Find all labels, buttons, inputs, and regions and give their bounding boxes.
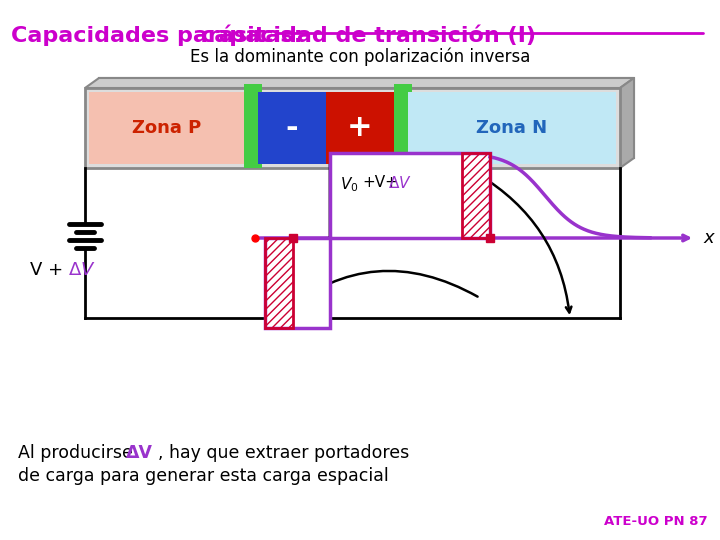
Text: $\Delta V$: $\Delta V$	[388, 175, 412, 191]
Text: $V_0$: $V_0$	[340, 175, 359, 194]
Text: $\Delta V$: $\Delta V$	[68, 261, 96, 279]
Bar	[265, 238, 330, 328]
Text: Capacidades parásitas:: Capacidades parásitas:	[11, 24, 310, 46]
Text: +: +	[347, 113, 373, 143]
Text: , hay que extraer portadores: , hay que extraer portadores	[158, 444, 409, 462]
Polygon shape	[620, 78, 634, 168]
Bar	[326, 92, 394, 164]
Bar	[258, 92, 326, 164]
Text: de carga para generar esta carga espacial: de carga para generar esta carga espacia…	[18, 467, 389, 485]
Bar	[244, 84, 262, 168]
Text: Zona N: Zona N	[477, 119, 548, 137]
Text: x: x	[703, 229, 714, 247]
Text: +V+: +V+	[362, 175, 398, 190]
Bar	[89, 92, 244, 164]
Bar	[265, 238, 293, 328]
Polygon shape	[85, 78, 634, 88]
Text: -: -	[286, 113, 298, 143]
Text: ΔV: ΔV	[126, 444, 153, 462]
Bar	[408, 92, 616, 164]
Text: V +: V +	[30, 261, 69, 279]
Text: Es la dominante con polarización inversa: Es la dominante con polarización inversa	[190, 48, 530, 66]
Text: capacidad de transición (I): capacidad de transición (I)	[202, 24, 536, 46]
Text: ATE-UO PN 87: ATE-UO PN 87	[604, 515, 708, 528]
Bar	[99, 78, 634, 158]
Bar	[85, 88, 620, 168]
Text: $\rho(x)$: $\rho(x)$	[335, 96, 372, 118]
Bar	[394, 84, 412, 168]
Text: Zona P: Zona P	[132, 119, 201, 137]
Bar	[330, 153, 490, 238]
Text: Al producirse: Al producirse	[18, 444, 138, 462]
Bar	[462, 153, 490, 238]
